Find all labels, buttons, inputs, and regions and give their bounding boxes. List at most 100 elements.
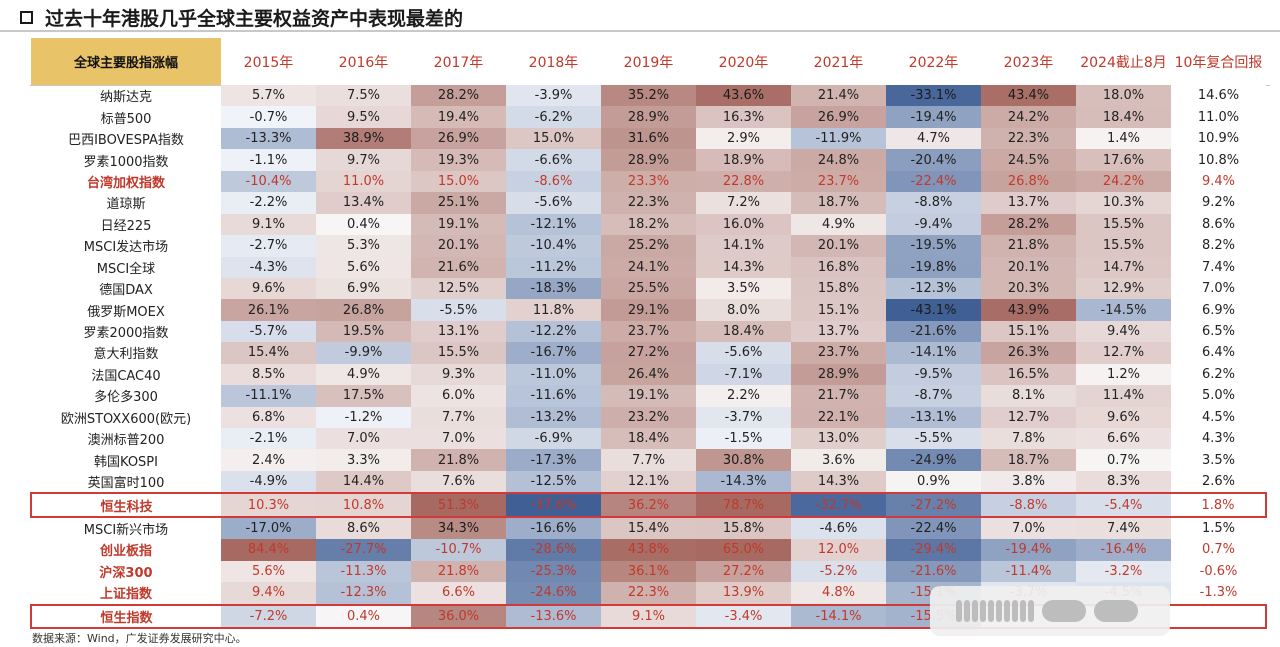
return-cell: 8.1% — [981, 385, 1076, 407]
compound-return-cell: 5.0% — [1171, 385, 1266, 407]
index-name-cell: 沪深300 — [99, 565, 153, 581]
column-header: 2021年 — [813, 54, 864, 71]
index-name-cell: 罗素1000指数 — [83, 154, 169, 170]
square-bullet-icon — [20, 10, 33, 24]
return-cell: 26.9% — [791, 106, 886, 128]
index-name-cell: 韩国KOSPI — [94, 454, 158, 470]
return-cell: 3.8% — [981, 470, 1076, 494]
return-cell: -37.6% — [506, 492, 601, 518]
return-cell: -14.3% — [696, 470, 791, 494]
return-cell: 13.7% — [791, 320, 886, 343]
title-text: 过去十年港股几乎全球主要权益资产中表现最差的 — [45, 7, 464, 30]
index-name-cell: 巴西IBOVESPA指数 — [68, 133, 184, 149]
return-cell: 19.5% — [316, 320, 411, 343]
return-cell: 15.8% — [696, 516, 791, 540]
return-cell: 84.4% — [221, 539, 316, 561]
table-row: 沪深300 5.6% -11.3% 21.8% -25.3% 36.1% 27.2% -5.2… — [31, 560, 1266, 583]
return-cell: 0.7% — [1076, 449, 1171, 471]
compound-return-cell: 9.4% — [1171, 170, 1266, 193]
return-cell: 19.3% — [411, 149, 506, 171]
return-cell: -14.1% — [791, 603, 886, 629]
return-cell: 20.3% — [981, 277, 1076, 300]
media-control-overlay[interactable] — [930, 586, 1170, 636]
return-cell: -5.2% — [791, 560, 886, 583]
return-cell: -3.7% — [696, 406, 791, 428]
return-cell: -7.1% — [696, 363, 791, 386]
return-cell: -1.1% — [221, 149, 316, 171]
return-cell: -22.4% — [886, 516, 981, 540]
return-cell: 43.9% — [981, 299, 1076, 321]
return-cell: 15.0% — [411, 170, 506, 193]
return-cell: -4.3% — [221, 256, 316, 278]
index-name-cell: 法国CAC40 — [91, 368, 161, 384]
return-cell: 26.1% — [221, 299, 316, 321]
return-cell: -8.8% — [886, 192, 981, 214]
compound-return-cell: 7.4% — [1171, 256, 1266, 278]
return-cell: 13.0% — [791, 428, 886, 450]
return-cell: 4.9% — [791, 213, 886, 236]
return-cell: -16.6% — [506, 516, 601, 540]
overlay-bar-icon — [1028, 600, 1034, 622]
index-name-cell: 日经225 — [100, 218, 152, 234]
table-row: 欧洲STOXX600(欧元) 6.8% -1.2% 7.7% -13.2% 23.2% -3… — [31, 406, 1266, 428]
overlay-bar-icon — [1020, 600, 1026, 622]
return-cell: 11.8% — [506, 299, 601, 321]
index-name-cell: 标普500 — [100, 111, 152, 127]
table-row: 日经225 9.1% 0.4% 19.1% -12.1% 18.2% 16.0% 4.9% -9… — [31, 213, 1266, 236]
return-cell: -24.9% — [886, 449, 981, 471]
return-cell: 8.6% — [316, 516, 411, 540]
return-cell: 22.3% — [601, 582, 696, 605]
return-cell: 7.7% — [601, 449, 696, 471]
index-name-cell: 创业板指 — [99, 544, 152, 560]
return-cell: 22.3% — [981, 127, 1076, 150]
return-cell: 24.2% — [981, 106, 1076, 128]
column-header: 2020年 — [718, 54, 769, 71]
column-header: 2024截止8月 — [1080, 54, 1167, 71]
return-cell: 6.6% — [1076, 428, 1171, 450]
return-cell: 26.9% — [411, 127, 506, 150]
table-row: 英国富时100 -4.9% 14.4% 7.6% -12.5% 12.1% -14.3% 14… — [31, 470, 1266, 494]
return-cell: 18.4% — [696, 320, 791, 343]
return-cell: 21.8% — [411, 449, 506, 471]
return-cell: 9.7% — [316, 149, 411, 171]
return-cell: 16.5% — [981, 363, 1076, 386]
index-name-cell: 道琼斯 — [106, 197, 146, 213]
return-cell: -11.2% — [506, 256, 601, 278]
return-cell: -33.1% — [886, 85, 981, 107]
return-cell: 21.4% — [791, 85, 886, 107]
compound-return-cell: 7.0% — [1171, 277, 1266, 300]
return-cell: 0.4% — [316, 213, 411, 236]
return-cell: 1.2% — [1076, 363, 1171, 386]
return-cell: -11.3% — [316, 560, 411, 583]
return-cell: 9.5% — [316, 106, 411, 128]
column-header: 2015年 — [243, 54, 294, 71]
return-cell: 16.8% — [791, 256, 886, 278]
return-cell: -12.2% — [506, 320, 601, 343]
return-cell: -20.4% — [886, 149, 981, 171]
return-cell: 6.9% — [316, 277, 411, 300]
return-cell: 5.6% — [316, 256, 411, 278]
return-cell: -9.5% — [886, 363, 981, 386]
return-cell: 23.3% — [601, 170, 696, 193]
return-cell: 18.9% — [696, 149, 791, 171]
return-cell: 19.4% — [411, 106, 506, 128]
return-cell: -5.5% — [886, 428, 981, 450]
index-name-cell: 英国富时100 — [87, 476, 165, 492]
return-cell: 15.1% — [981, 320, 1076, 343]
return-cell: 17.5% — [316, 385, 411, 407]
return-cell: 24.2% — [1076, 170, 1171, 193]
return-cell: 25.5% — [601, 277, 696, 300]
return-cell: -22.4% — [886, 170, 981, 193]
return-cell: 5.7% — [221, 85, 316, 107]
return-cell: 7.4% — [1076, 516, 1171, 540]
return-cell: 24.1% — [601, 256, 696, 278]
return-cell: 24.5% — [981, 149, 1076, 171]
table-row: 台湾加权指数 -10.4% 11.0% 15.0% -8.6% 23.3% 22.8% 23.… — [31, 170, 1266, 193]
return-cell: -6.2% — [506, 106, 601, 128]
return-cell: 28.9% — [791, 363, 886, 386]
return-cell: 18.7% — [791, 192, 886, 214]
return-cell: 9.3% — [411, 363, 506, 386]
overlay-bar-icon — [964, 600, 970, 622]
compound-return-cell: 14.6% — [1171, 85, 1266, 107]
return-cell: -9.9% — [316, 342, 411, 364]
